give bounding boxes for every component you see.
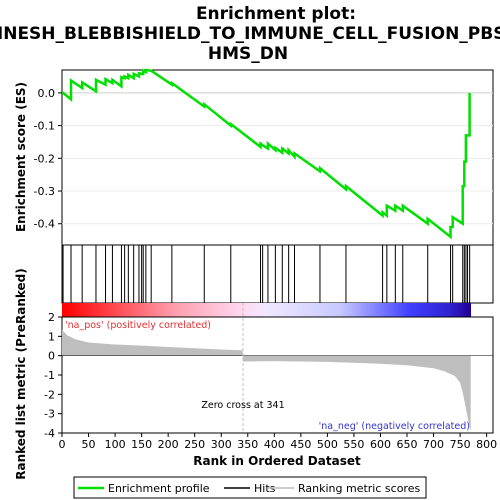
x-tick-label: 350 (237, 438, 258, 451)
x-tick-label: 0 (59, 438, 66, 451)
x-tick-label: 550 (343, 438, 364, 451)
x-tick-label: 800 (476, 438, 497, 451)
metric-y-tick-label: 0 (48, 350, 55, 363)
x-tick-label: 50 (82, 438, 96, 451)
x-tick-label: 750 (450, 438, 471, 451)
x-tick-label: 700 (423, 438, 444, 451)
x-tick-label: 400 (264, 438, 285, 451)
x-tick-label: 600 (370, 438, 391, 451)
enrichment-profile-line (62, 68, 471, 240)
x-tick-label: 100 (105, 438, 126, 451)
es-y-tick-label: -0.4 (34, 218, 55, 231)
chart-title-line2: JINESH_BLEBBISHIELD_TO_IMMUNE_CELL_FUSIO… (0, 24, 500, 44)
x-tick-label: 150 (131, 438, 152, 451)
rank-color-bar (62, 303, 471, 317)
hits-panel (61, 244, 494, 304)
legend-label: Hits (254, 482, 276, 495)
chart-title-line3: HMS_DN (208, 44, 288, 64)
es-panel (61, 69, 494, 246)
x-tick-label: 450 (290, 438, 311, 451)
metric-y-tick-label: -4 (44, 427, 55, 440)
metric-panel (61, 316, 494, 434)
x-tick-label: 250 (184, 438, 205, 451)
x-tick-label: 200 (158, 438, 179, 451)
zero-cross-label: Zero cross at 341 (201, 400, 284, 411)
metric-axis-label: Ranked list metric (PreRanked) (14, 268, 28, 480)
chart-title-line1: Enrichment plot: (196, 4, 356, 24)
positive-correlation-label: 'na_pos' (positively correlated) (65, 320, 211, 331)
x-tick-label: 500 (317, 438, 338, 451)
es-axis-label: Enrichment score (ES) (14, 82, 28, 232)
es-y-tick-label: -0.3 (34, 185, 55, 198)
x-axis-label: Rank in Ordered Dataset (193, 454, 361, 468)
legend-label: Enrichment profile (108, 482, 210, 495)
negative-correlation-label: 'na_neg' (negatively correlated) (319, 421, 470, 432)
metric-y-tick-label: 2 (48, 311, 55, 324)
es-y-tick-label: 0.0 (38, 87, 56, 100)
metric-y-tick-label: 1 (48, 330, 55, 343)
metric-y-tick-label: -1 (44, 369, 55, 382)
x-tick-label: 650 (397, 438, 418, 451)
es-y-tick-label: -0.1 (34, 120, 55, 133)
ranking-metric-area (62, 329, 471, 432)
x-tick-label: 300 (211, 438, 232, 451)
metric-y-tick-label: -2 (44, 388, 55, 401)
metric-y-tick-label: -3 (44, 408, 55, 421)
legend-label: Ranking metric scores (298, 482, 420, 495)
es-y-tick-label: -0.2 (34, 152, 55, 165)
